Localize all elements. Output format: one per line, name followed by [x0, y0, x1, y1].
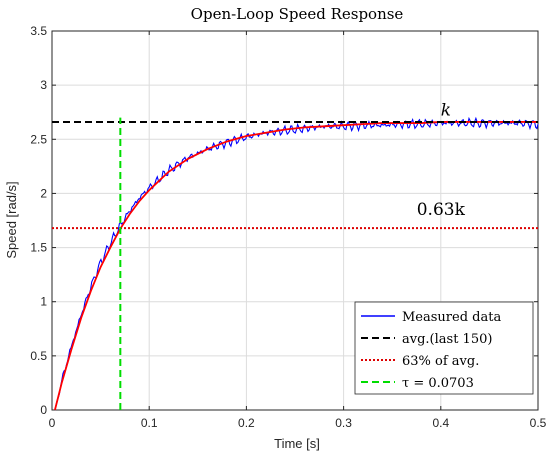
- y-tick-label: 3.5: [30, 24, 47, 38]
- y-tick-label: 1.5: [30, 241, 47, 255]
- legend-label-tau: τ = 0.0703: [402, 376, 474, 391]
- y-tick-label: 0: [40, 403, 47, 417]
- series-measured-data: [54, 116, 539, 411]
- plot-frame: [51, 30, 539, 411]
- x-tick-label: 0: [49, 416, 56, 430]
- y-tick-label: 2: [40, 186, 47, 200]
- y-tick-label: 0.5: [30, 349, 47, 363]
- grid: [52, 31, 538, 410]
- y-tick-label: 1: [40, 295, 47, 309]
- y-tick-label: 2.5: [30, 132, 47, 146]
- axis-ticks: 0 0.1 0.2 0.3 0.4 0.5 0 0.5 1 1.5 2 2.5 3 3.5: [30, 24, 546, 430]
- annotation-0-63k: 0.63k: [417, 200, 466, 220]
- y-axis-label: Speed [rad/s]: [4, 181, 19, 258]
- y-tick-label: 3: [40, 78, 47, 92]
- legend-label-avg: avg.(last 150): [402, 332, 492, 347]
- x-axis-label: Time [s]: [274, 436, 320, 451]
- legend-label-measured: Measured data: [402, 310, 501, 325]
- legend-label-63pct: 63% of avg.: [402, 354, 479, 369]
- chart-title: Open-Loop Speed Response: [191, 5, 404, 23]
- x-tick-label: 0.4: [432, 416, 449, 430]
- x-tick-label: 0.2: [238, 416, 255, 430]
- legend-box: [354, 301, 534, 395]
- data-series: [52, 116, 539, 411]
- legend: Measured data avg.(last 150) 63% of avg.…: [354, 301, 534, 395]
- x-tick-label: 0.3: [335, 416, 352, 430]
- annotation-k: k: [441, 100, 451, 120]
- x-tick-label: 0.5: [530, 416, 547, 430]
- x-tick-label: 0.1: [141, 416, 158, 430]
